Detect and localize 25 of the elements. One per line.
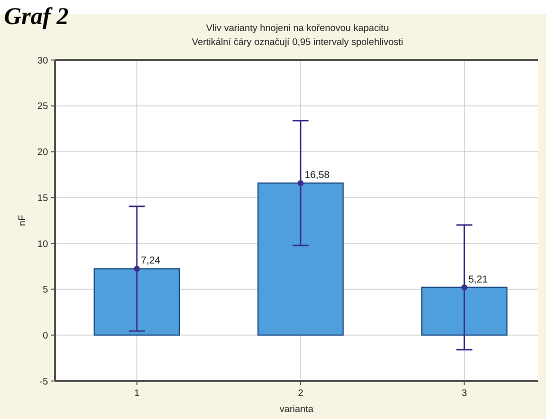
y-tick-label: 30 <box>37 55 48 66</box>
y-tick-label: 0 <box>42 330 48 342</box>
bar <box>421 286 508 336</box>
point <box>461 284 468 290</box>
y-tick-label: 5 <box>42 284 48 296</box>
x-tick-label: 3 <box>462 388 467 399</box>
data-label: 5,21 <box>468 274 488 286</box>
y-tick-label: -5 <box>40 376 48 388</box>
y-tick-label: 20 <box>37 147 48 158</box>
chart-title: Vliv varianty hnojeni na kořenovou kapacitu <box>206 23 389 34</box>
x-axis-title: varianta <box>280 404 314 415</box>
y-axis-title: nF <box>17 214 28 226</box>
x-tick-label: 2 <box>298 388 304 399</box>
point <box>134 266 140 272</box>
y-tick-label: 10 <box>37 238 48 250</box>
y-tick-label: 15 <box>37 192 48 204</box>
bar <box>257 182 344 336</box>
text: Graf 2 <box>4 4 69 30</box>
data-label: 7,24 <box>140 256 161 267</box>
bar <box>94 268 180 336</box>
chart-subtitle: Vertikální čáry označují 0,95 intervaly spolehlivosti <box>192 37 404 48</box>
data-label: 16,58 <box>304 170 330 182</box>
x-tick-label: 1 <box>134 388 140 399</box>
point <box>298 180 304 186</box>
y-tick-label: 25 <box>37 101 48 112</box>
